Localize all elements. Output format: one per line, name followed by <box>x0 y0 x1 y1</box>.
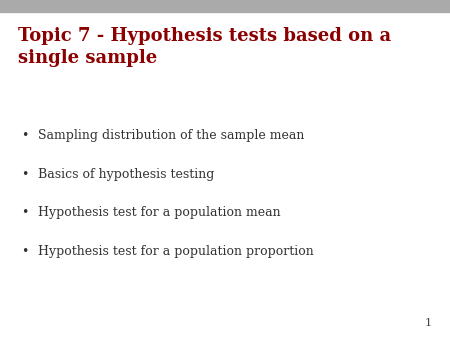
Text: •: • <box>21 168 28 180</box>
Text: Hypothesis test for a population mean: Hypothesis test for a population mean <box>38 207 281 219</box>
Text: 1: 1 <box>425 318 432 328</box>
Text: Sampling distribution of the sample mean: Sampling distribution of the sample mean <box>38 129 305 142</box>
Text: Topic 7 - Hypothesis tests based on a
single sample: Topic 7 - Hypothesis tests based on a si… <box>18 27 391 67</box>
Text: •: • <box>21 207 28 219</box>
Bar <box>0 0 450 12</box>
Text: •: • <box>21 245 28 258</box>
Text: •: • <box>21 129 28 142</box>
Text: Basics of hypothesis testing: Basics of hypothesis testing <box>38 168 215 180</box>
Text: Hypothesis test for a population proportion: Hypothesis test for a population proport… <box>38 245 314 258</box>
